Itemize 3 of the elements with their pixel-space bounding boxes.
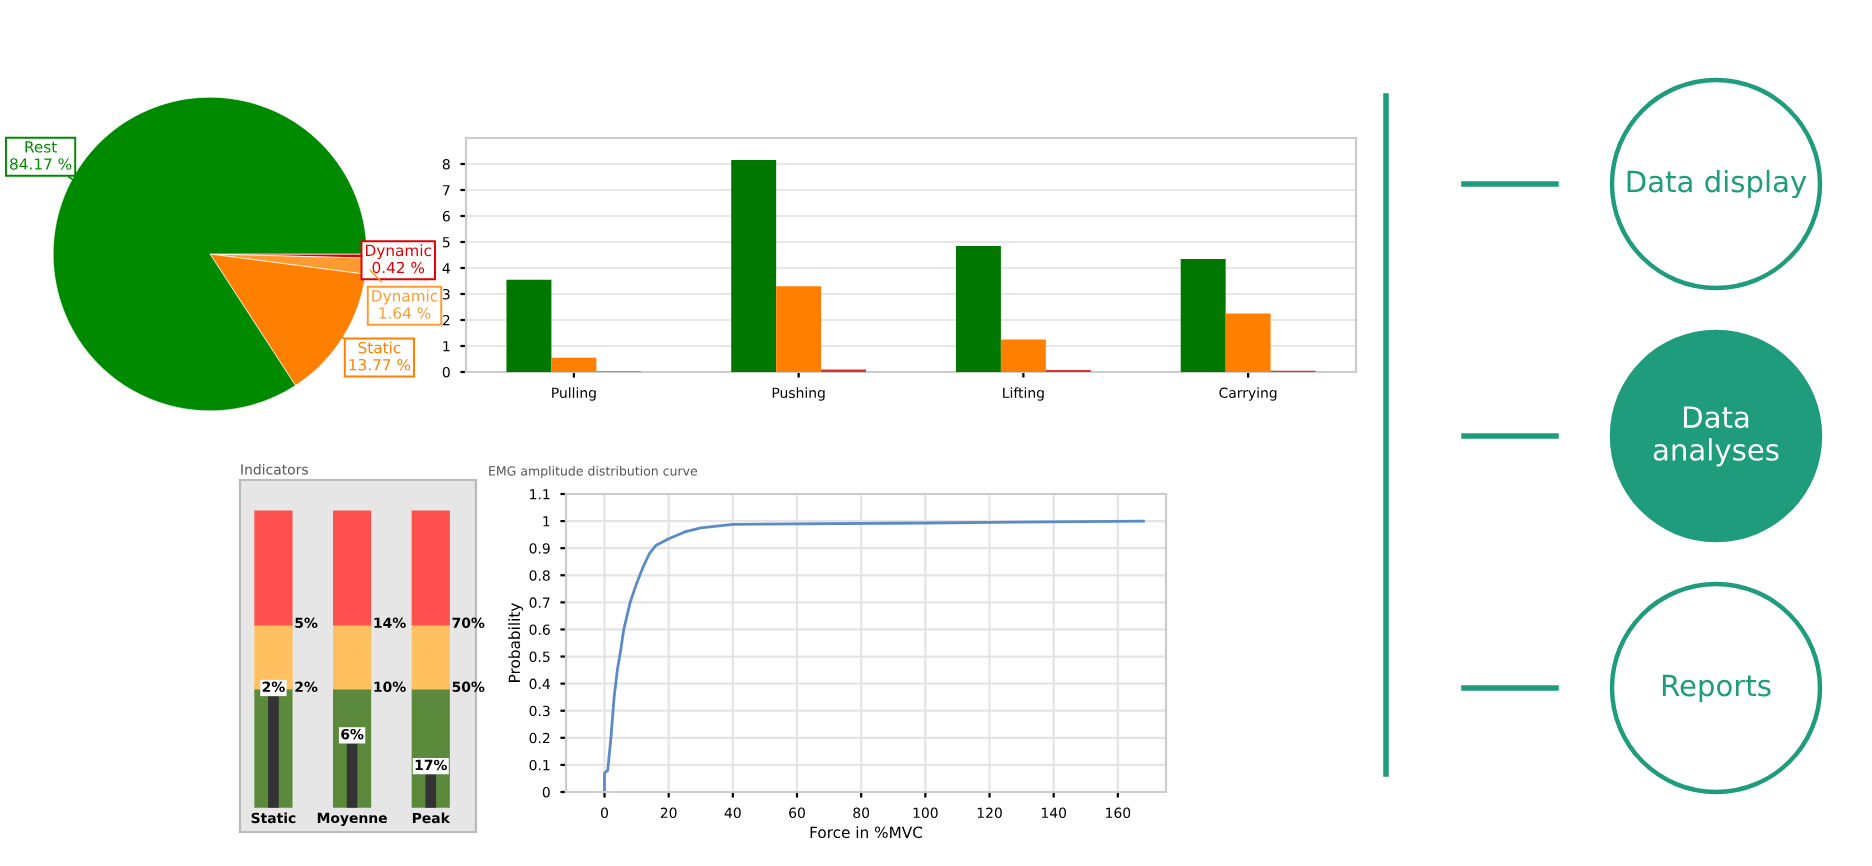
category-label: Data analyses: [1653, 406, 1779, 467]
category-label: Reports: [1662, 674, 1771, 703]
category-label: Data display: [1627, 169, 1807, 199]
